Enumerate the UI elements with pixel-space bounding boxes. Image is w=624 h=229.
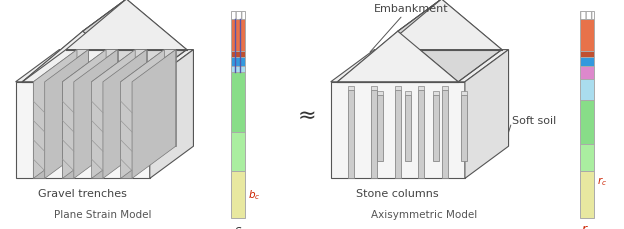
Polygon shape xyxy=(231,132,245,172)
Text: $r_c$: $r_c$ xyxy=(597,175,607,188)
Polygon shape xyxy=(120,50,164,179)
Polygon shape xyxy=(371,90,378,179)
Polygon shape xyxy=(62,82,74,179)
Polygon shape xyxy=(580,11,594,20)
Text: $r_e$: $r_e$ xyxy=(581,223,593,229)
Polygon shape xyxy=(461,92,467,95)
Polygon shape xyxy=(231,11,245,20)
Polygon shape xyxy=(580,172,594,218)
Polygon shape xyxy=(418,86,424,90)
Polygon shape xyxy=(62,50,117,82)
Polygon shape xyxy=(92,82,103,179)
Polygon shape xyxy=(22,32,143,82)
Polygon shape xyxy=(231,58,245,66)
Polygon shape xyxy=(465,50,509,179)
Text: Embankment: Embankment xyxy=(374,4,448,14)
Polygon shape xyxy=(120,82,132,179)
Polygon shape xyxy=(92,50,135,179)
Polygon shape xyxy=(377,92,383,95)
Polygon shape xyxy=(418,90,424,179)
Polygon shape xyxy=(33,50,89,82)
Polygon shape xyxy=(580,58,594,66)
Polygon shape xyxy=(395,90,401,179)
Polygon shape xyxy=(135,50,147,147)
Text: Soft soil: Soft soil xyxy=(512,116,556,126)
Polygon shape xyxy=(395,86,401,90)
Polygon shape xyxy=(22,0,126,82)
Polygon shape xyxy=(433,92,439,95)
Polygon shape xyxy=(150,50,193,179)
Polygon shape xyxy=(103,50,147,179)
Text: Gravel trenches: Gravel trenches xyxy=(38,188,127,198)
Polygon shape xyxy=(371,86,378,90)
Polygon shape xyxy=(82,0,187,82)
Polygon shape xyxy=(45,50,89,179)
Polygon shape xyxy=(338,32,458,82)
Polygon shape xyxy=(74,50,117,179)
Polygon shape xyxy=(164,50,176,147)
Polygon shape xyxy=(106,50,117,147)
Text: $\approx$: $\approx$ xyxy=(293,105,316,124)
Polygon shape xyxy=(580,80,594,101)
Polygon shape xyxy=(580,20,594,52)
Text: Axisymmetric Model: Axisymmetric Model xyxy=(371,209,477,219)
Polygon shape xyxy=(231,73,245,132)
Polygon shape xyxy=(231,66,245,73)
Polygon shape xyxy=(231,52,245,58)
Polygon shape xyxy=(433,95,439,161)
Polygon shape xyxy=(461,95,467,161)
Polygon shape xyxy=(92,50,147,82)
Text: Plane Strain Model: Plane Strain Model xyxy=(54,209,152,219)
Polygon shape xyxy=(580,66,594,80)
Polygon shape xyxy=(580,52,594,58)
Polygon shape xyxy=(331,50,509,82)
Polygon shape xyxy=(405,92,411,95)
Polygon shape xyxy=(405,95,411,161)
Polygon shape xyxy=(398,0,502,82)
Polygon shape xyxy=(33,82,45,179)
Polygon shape xyxy=(580,145,594,172)
Polygon shape xyxy=(231,20,245,52)
Polygon shape xyxy=(132,50,176,179)
Polygon shape xyxy=(442,90,447,179)
Polygon shape xyxy=(66,0,187,50)
Polygon shape xyxy=(377,95,383,161)
Polygon shape xyxy=(442,86,447,90)
Polygon shape xyxy=(348,86,354,90)
Polygon shape xyxy=(120,50,176,82)
Polygon shape xyxy=(331,82,465,179)
Polygon shape xyxy=(33,50,77,179)
Polygon shape xyxy=(580,101,594,145)
Text: $b_c$: $b_c$ xyxy=(248,188,260,202)
Polygon shape xyxy=(381,0,502,50)
Text: $s$: $s$ xyxy=(233,223,242,229)
Polygon shape xyxy=(16,50,193,82)
Polygon shape xyxy=(77,50,89,147)
Polygon shape xyxy=(62,50,106,179)
Polygon shape xyxy=(338,0,442,82)
Polygon shape xyxy=(231,172,245,218)
Polygon shape xyxy=(16,82,150,179)
Polygon shape xyxy=(348,90,354,179)
Text: Stone columns: Stone columns xyxy=(356,188,439,198)
